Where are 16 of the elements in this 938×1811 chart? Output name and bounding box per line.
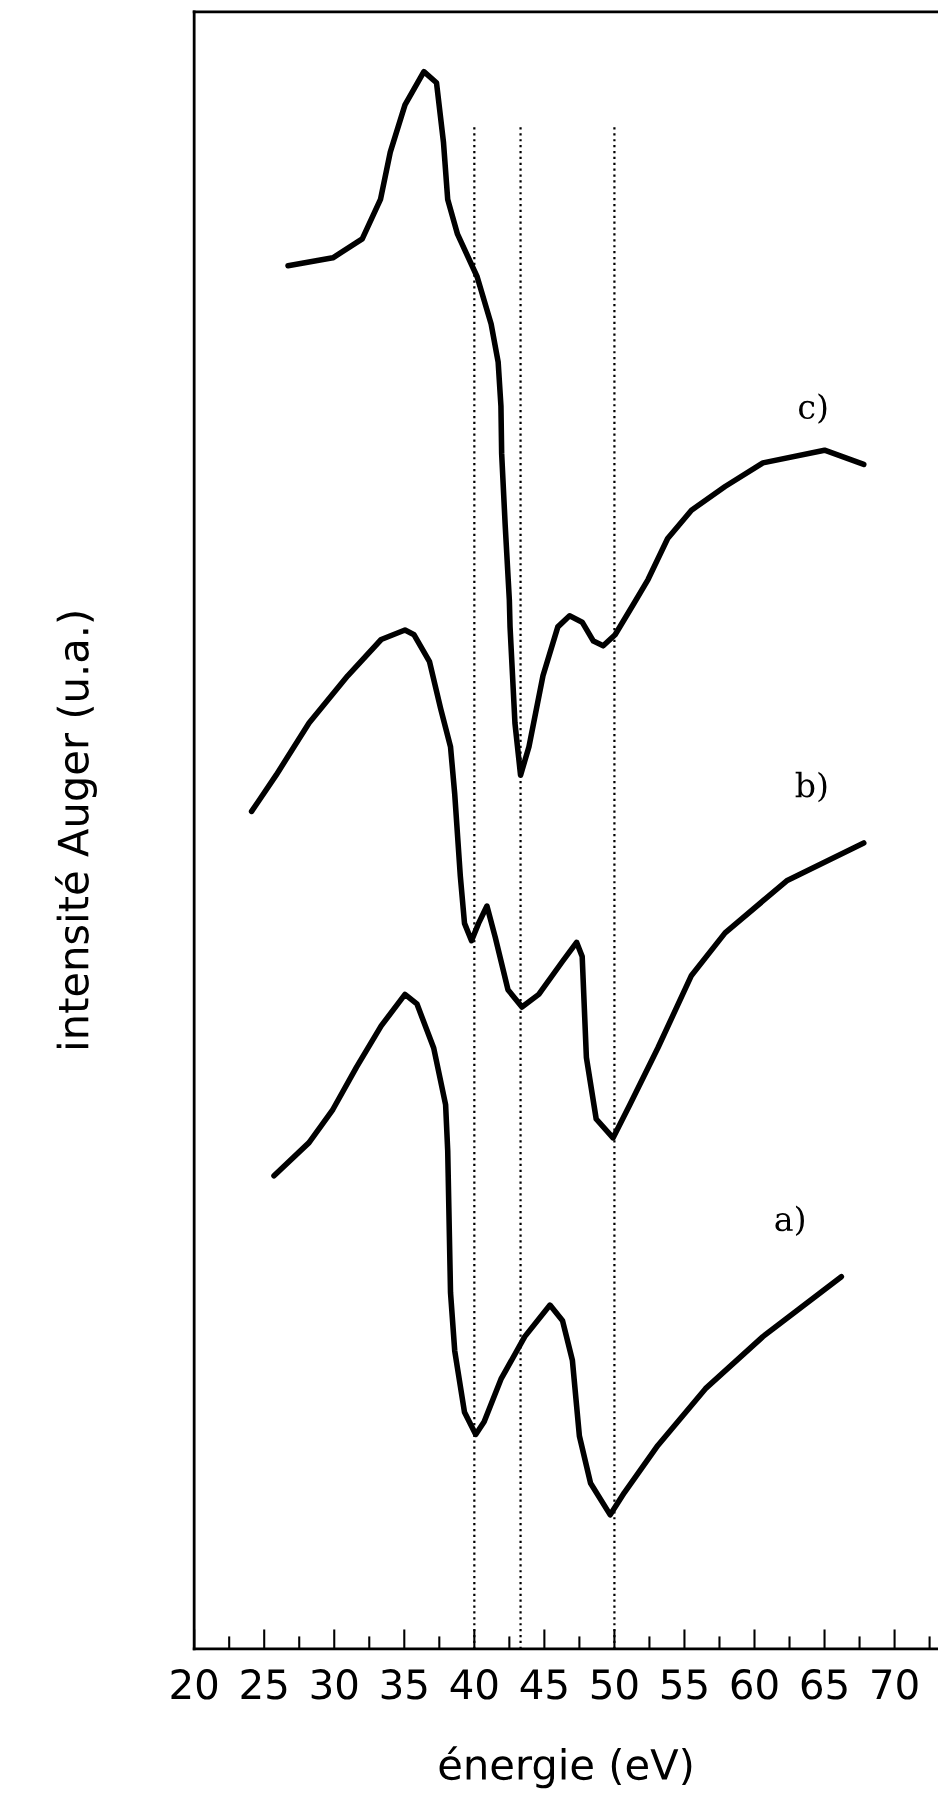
x-tick-label: 45 (520, 1669, 567, 1700)
y-axis-title: intensité Auger (u.a.) (54, 612, 97, 1048)
x-tick-label: 65 (801, 1669, 847, 1700)
x-tick-label: 20 (171, 1669, 218, 1700)
series-label: c) (799, 393, 827, 424)
x-tick-label: 30 (311, 1669, 358, 1700)
x-tick-label: 55 (661, 1669, 707, 1700)
x-tick-label: 70 (872, 1669, 918, 1700)
x-tick-label: 40 (450, 1669, 498, 1700)
x-tick-label: 50 (591, 1669, 638, 1700)
x-tick-label: 60 (731, 1669, 778, 1700)
series-label: b) (795, 771, 827, 803)
x-tick-label: 25 (241, 1669, 287, 1700)
series-label: a) (775, 1205, 804, 1237)
x-tick-label: 35 (381, 1669, 427, 1700)
x-axis-title: énergie (eV) (439, 1746, 692, 1789)
